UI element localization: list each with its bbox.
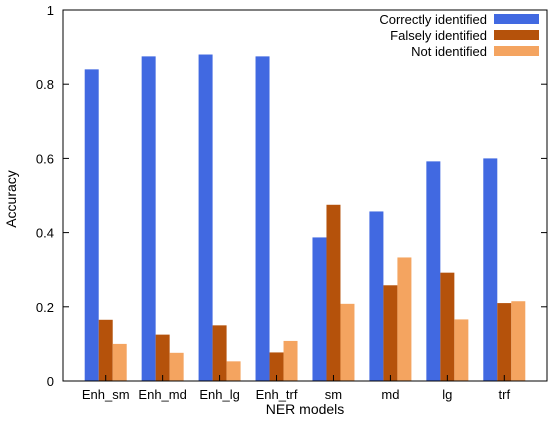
plot-frame <box>62 9 548 382</box>
x-tick-label: Enh_sm <box>82 387 130 402</box>
legend-swatch <box>494 46 539 56</box>
bar <box>198 54 213 382</box>
bar <box>112 343 127 381</box>
y-tick-label: 0.4 <box>36 226 54 241</box>
bar <box>369 211 384 381</box>
y-axis-title: Accuracy <box>3 170 19 228</box>
x-tick-label: Enh_md <box>138 387 186 402</box>
ticks: 0 0.2 0.4 0.6 0.8 1 Enh_sm Enh_md Enh_lg Enh_trf s… <box>36 3 547 402</box>
bar <box>426 161 441 381</box>
bar <box>283 340 298 381</box>
x-tick-label: sm <box>325 387 342 402</box>
bar <box>84 69 99 382</box>
bar <box>397 257 412 381</box>
axes <box>62 9 548 382</box>
bar <box>511 301 526 381</box>
bar <box>383 285 398 381</box>
bar <box>454 319 469 381</box>
x-axis-title: NER models <box>266 401 345 417</box>
x-tick-label: lg <box>442 387 452 402</box>
bar <box>141 56 156 381</box>
legend-swatch <box>494 14 539 24</box>
y-tick-label: 0.8 <box>36 77 54 92</box>
y-tick-label: 0.6 <box>36 151 54 166</box>
bars <box>84 54 526 382</box>
x-tick-label: trf <box>499 387 511 402</box>
bar <box>169 352 184 381</box>
bar <box>340 303 355 381</box>
y-tick-label: 0.2 <box>36 300 54 315</box>
bar <box>326 204 341 381</box>
bar <box>255 56 270 381</box>
legend-swatch <box>494 30 539 40</box>
legend-label: Correctly identified <box>379 12 487 27</box>
y-tick-label: 1 <box>47 3 54 18</box>
bar <box>226 361 241 381</box>
bar <box>212 325 227 381</box>
bar <box>440 272 455 381</box>
bar <box>483 158 498 381</box>
legend-label: Falsely identified <box>390 28 487 43</box>
bar <box>312 237 327 381</box>
bar <box>497 303 512 381</box>
bar <box>269 352 284 381</box>
x-tick-label: Enh_lg <box>199 387 239 402</box>
x-tick-label: Enh_trf <box>256 387 298 402</box>
bar <box>155 334 170 381</box>
bar <box>98 319 113 381</box>
legend-label: Not identified <box>411 44 487 59</box>
y-tick-label: 0 <box>47 374 54 389</box>
x-tick-label: md <box>381 387 399 402</box>
